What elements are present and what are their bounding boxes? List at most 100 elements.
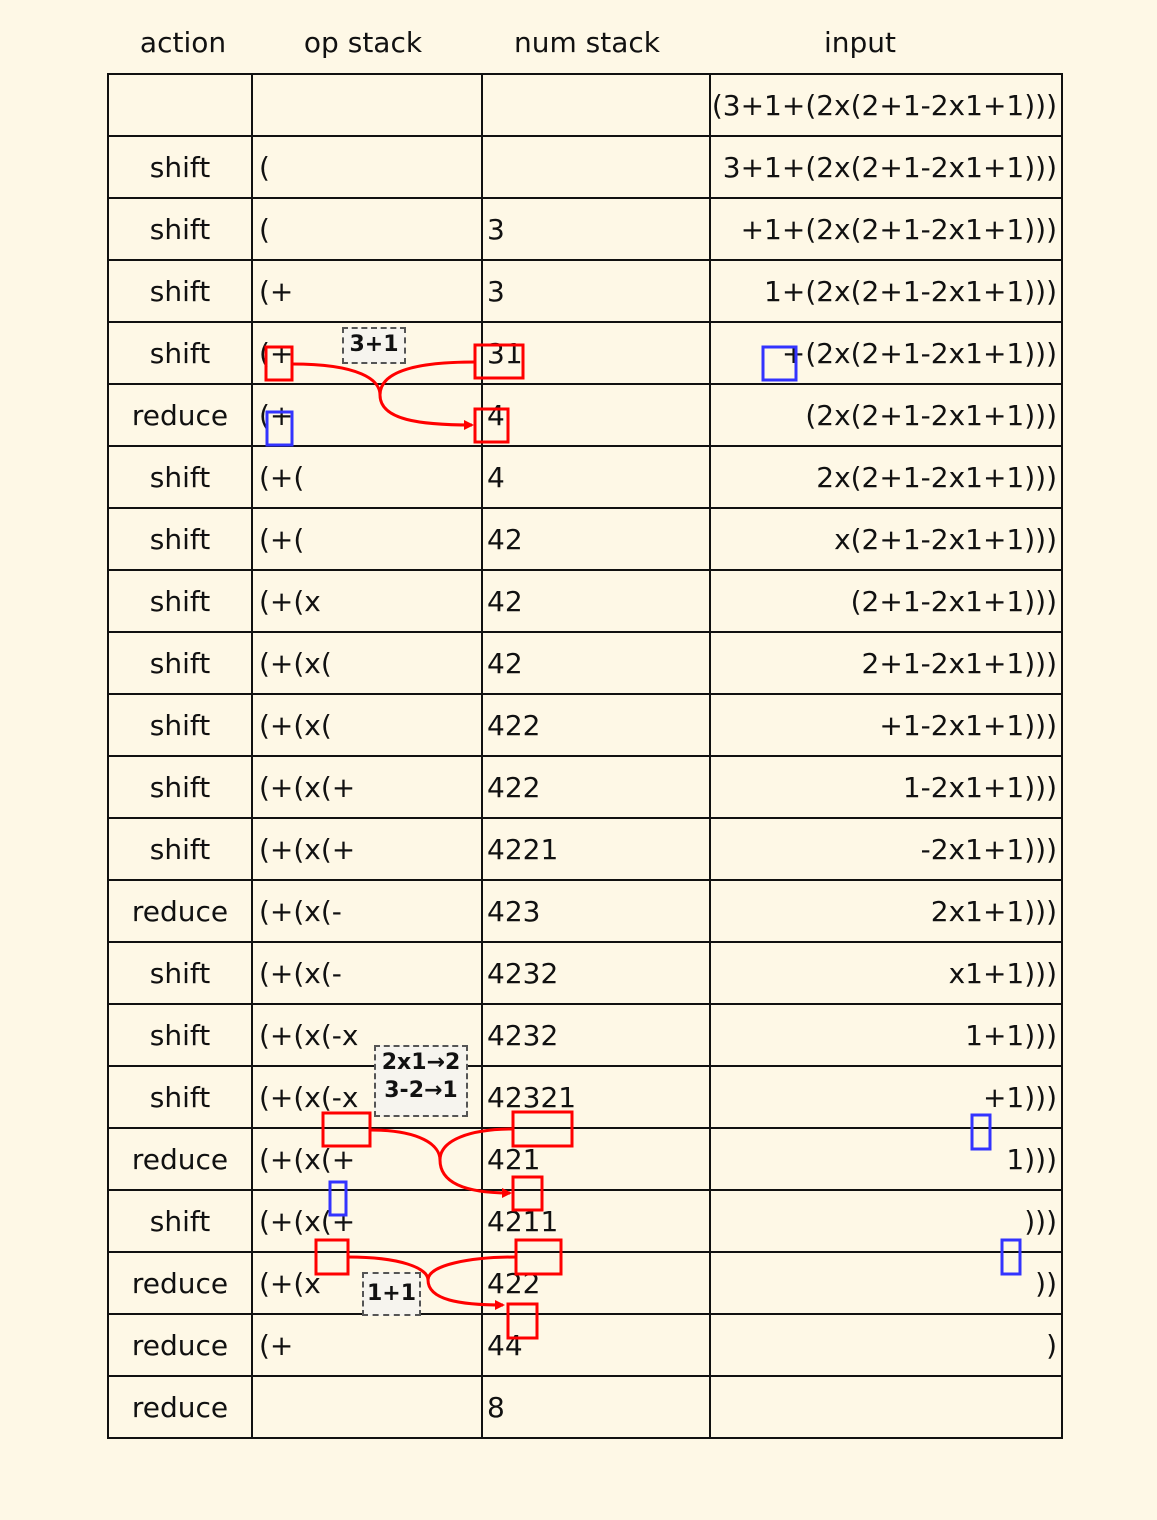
op-stack-cell: (+ [251, 1313, 483, 1377]
action-cell: reduce [107, 1375, 253, 1439]
action-cell: reduce [107, 879, 253, 943]
num-stack-cell: 4211 [481, 1189, 711, 1253]
highlight-result [473, 407, 510, 444]
input-cell: 2x1+1))) [709, 879, 1063, 943]
table-row: shift(+(x(+4221-2x1+1))) [107, 817, 1063, 881]
action-cell: shift [107, 941, 253, 1005]
num-stack-cell: 4232 [481, 941, 711, 1005]
action-cell: shift [107, 1065, 253, 1129]
num-stack-cell: 8 [481, 1375, 711, 1439]
num-stack-cell: 423 [481, 879, 711, 943]
num-stack-cell: 42 [481, 631, 711, 695]
op-stack-cell: (+(x(+ [251, 1189, 483, 1253]
input-cell: +1))) [709, 1065, 1063, 1129]
num-stack-cell: 3 [481, 197, 711, 261]
input-cell: 1-2x1+1))) [709, 755, 1063, 819]
input-cell: +(2x(2+1-2x1+1))) [709, 321, 1063, 385]
input-cell: +1+(2x(2+1-2x1+1))) [709, 197, 1063, 261]
input-cell [709, 1375, 1063, 1439]
highlight-num [511, 1110, 574, 1148]
op-stack-cell [251, 73, 483, 137]
highlight-top-op [265, 410, 294, 447]
reduce-label: 2x1→2 3-2→1 [374, 1045, 468, 1117]
num-stack-cell: 42 [481, 569, 711, 633]
table-row: reduce (+(x(- 423 2x1+1))) [107, 879, 1063, 943]
table-row: reduce 8 [107, 1375, 1063, 1439]
table-row: shift (+(x 42 (2+1-2x1+1))) [107, 569, 1063, 633]
op-stack-cell: (+(x(+ [251, 817, 483, 881]
num-stack-cell: 4 [481, 383, 711, 447]
table-row: reduce (+(x 422)) [107, 1251, 1063, 1315]
input-cell: 1))) [709, 1127, 1063, 1191]
op-stack-cell: ( [251, 135, 483, 199]
op-stack-cell: (+( [251, 445, 483, 509]
op-stack-cell: (+ [251, 259, 483, 323]
op-stack-cell: (+(x(+ [251, 755, 483, 819]
input-cell: -2x1+1))) [709, 817, 1063, 881]
action-cell: shift [107, 569, 253, 633]
op-stack-cell: (+(x( [251, 631, 483, 695]
reduce-arrow-join [378, 360, 476, 396]
table-row: shift (+(x(- 4232 x1+1))) [107, 941, 1063, 1005]
action-cell [107, 73, 253, 137]
table-row: shift(3+1+(2x(2+1-2x1+1))) [107, 135, 1063, 199]
input-cell: ))) [709, 1189, 1063, 1253]
input-cell: (3+1+(2x(2+1-2x1+1))) [709, 73, 1063, 137]
header-action: action [139, 26, 227, 59]
reduce-arrow [291, 362, 474, 430]
op-stack-cell: (+ [251, 383, 483, 447]
action-cell: reduce [107, 1313, 253, 1377]
highlight-op [264, 345, 294, 382]
action-cell: shift [107, 755, 253, 819]
num-stack-cell: 4232 [481, 1003, 711, 1067]
highlight-next-input [1000, 1238, 1022, 1276]
table-row: shift (+(x(+ 4211))) [107, 1189, 1063, 1253]
action-cell: shift [107, 321, 253, 385]
action-cell: reduce [107, 383, 253, 447]
num-stack-cell: 44 [481, 1313, 711, 1377]
input-cell: +1-2x1+1))) [709, 693, 1063, 757]
shift-reduce-table: (3+1+(2x(2+1-2x1+1))) shift(3+1+(2x(2+1-2… [107, 73, 1063, 1439]
header-op-stack: op stack [303, 26, 423, 59]
highlight-op [321, 1111, 372, 1148]
input-cell: x(2+1-2x1+1))) [709, 507, 1063, 571]
action-cell: shift [107, 693, 253, 757]
op-stack-cell: (+(x( [251, 693, 483, 757]
input-cell: 2+1-2x1+1))) [709, 631, 1063, 695]
op-stack-cell: (+(x(- [251, 879, 483, 943]
action-cell: shift [107, 817, 253, 881]
op-stack-cell: (+(x(+ [251, 1127, 483, 1191]
input-cell: (2+1-2x1+1))) [709, 569, 1063, 633]
op-stack-cell: (+(x(- [251, 941, 483, 1005]
highlight-op [314, 1238, 350, 1276]
input-cell: 1+1))) [709, 1003, 1063, 1067]
input-cell: 1+(2x(2+1-2x1+1))) [709, 259, 1063, 323]
num-stack-cell: 4 [481, 445, 711, 509]
reduce-arrow-join [426, 1255, 517, 1281]
input-cell: ) [709, 1313, 1063, 1377]
input-cell: 2x(2+1-2x1+1))) [709, 445, 1063, 509]
num-stack-cell: 31 [481, 321, 711, 385]
action-cell: reduce [107, 1127, 253, 1191]
table-row: (3+1+(2x(2+1-2x1+1))) [107, 73, 1063, 137]
action-cell: shift [107, 197, 253, 261]
input-cell: 3+1+(2x(2+1-2x1+1))) [709, 135, 1063, 199]
table-row: reduce (+ 4 (2x(2+1-2x1+1))) [107, 383, 1063, 447]
table-row: shift(+(x(422+1-2x1+1))) [107, 693, 1063, 757]
header-num-stack: num stack [513, 26, 660, 59]
num-stack-cell: 42321 [481, 1065, 711, 1129]
highlight-num [514, 1238, 563, 1276]
num-stack-cell: 3 [481, 259, 711, 323]
input-cell: x1+1))) [709, 941, 1063, 1005]
action-cell: shift [107, 631, 253, 695]
num-stack-cell: 422 [481, 755, 711, 819]
num-stack-cell: 4221 [481, 817, 711, 881]
reduce-arrow [369, 1128, 512, 1198]
num-stack-cell: 421 [481, 1127, 711, 1191]
reduce-label: 3+1 [342, 327, 406, 364]
